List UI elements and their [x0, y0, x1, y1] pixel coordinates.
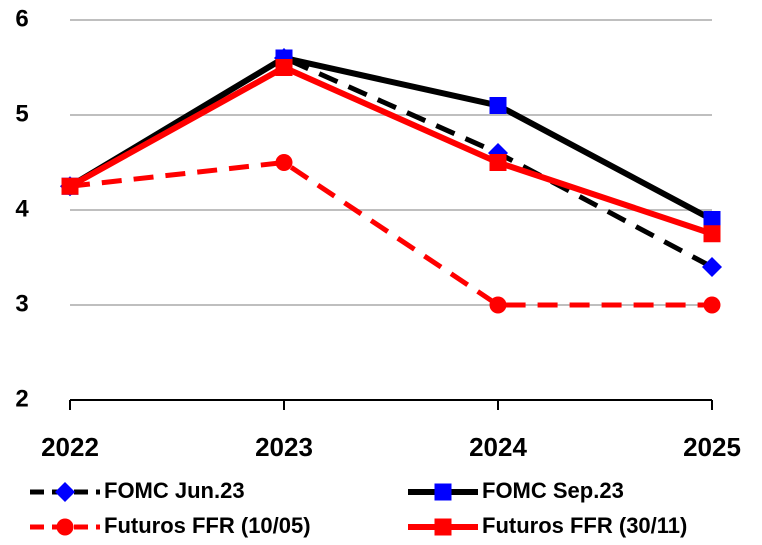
- x-tick-label: 2022: [41, 432, 99, 462]
- marker: [702, 257, 722, 277]
- x-tick-label: 2024: [469, 432, 527, 462]
- y-tick-label: 2: [15, 385, 28, 412]
- marker: [275, 154, 293, 171]
- series-line: [68, 64, 713, 237]
- y-tick-label: 4: [15, 195, 29, 222]
- legend-marker: [55, 482, 75, 502]
- series-line: [68, 54, 714, 223]
- y-tick-label: 3: [15, 290, 28, 317]
- marker: [61, 177, 79, 195]
- marker: [703, 211, 721, 228]
- legend-label: Futuros FFR (30/11): [482, 513, 687, 538]
- y-tick-label: 5: [15, 100, 28, 127]
- marker: [275, 59, 293, 76]
- legend-label: FOMC Sep.23: [482, 478, 624, 503]
- legend-label: FOMC Jun.23: [104, 478, 245, 503]
- x-tick-label: 2025: [683, 432, 741, 462]
- y-tick-label: 6: [15, 5, 28, 32]
- legend-label: Futuros FFR (10/05): [104, 513, 311, 538]
- marker: [703, 225, 721, 243]
- marker: [489, 296, 507, 314]
- marker: [703, 296, 721, 314]
- legend-marker: [434, 518, 452, 536]
- legend-marker: [56, 518, 74, 536]
- legend-marker: [434, 483, 452, 501]
- series-line: [68, 55, 714, 270]
- marker: [489, 154, 507, 171]
- series-line: [69, 159, 712, 308]
- marker: [489, 97, 507, 114]
- x-tick-label: 2023: [255, 432, 313, 462]
